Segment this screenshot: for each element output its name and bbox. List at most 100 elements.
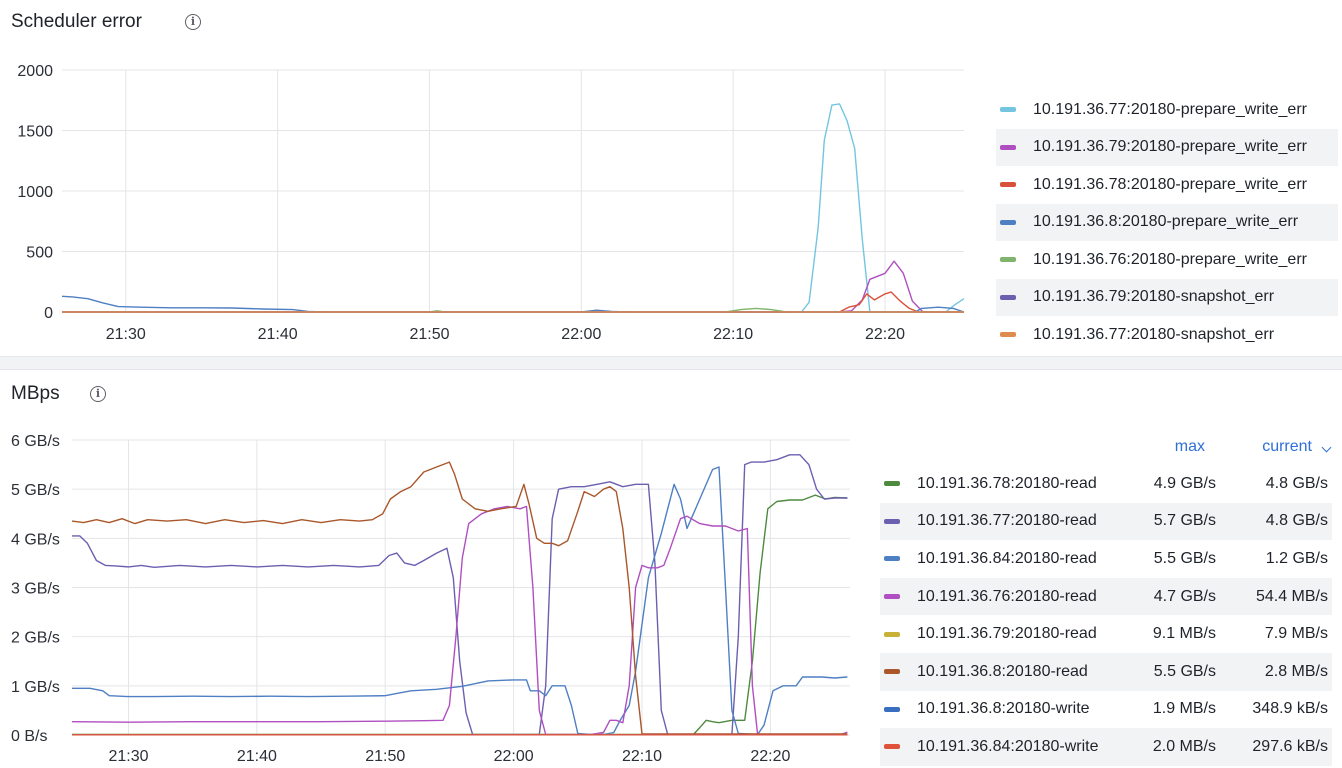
legend-item[interactable]: 10.191.36.76:20180-prepare_write_err bbox=[996, 241, 1338, 279]
legend-label: 10.191.36.8:20180-write bbox=[917, 700, 1090, 718]
legend-label: 10.191.36.8:20180-read bbox=[917, 662, 1088, 680]
legend-item[interactable]: 10.191.36.8:20180-write 1.9 MB/s 348.9 kB/… bbox=[880, 691, 1332, 729]
series-line-0[interactable] bbox=[72, 494, 848, 736]
series-line-1[interactable] bbox=[72, 454, 848, 736]
legend-item[interactable]: 10.191.36.79:20180-snapshot_err bbox=[996, 278, 1338, 316]
x-tick-label: 22:20 bbox=[865, 326, 905, 343]
series-line-3[interactable] bbox=[71, 505, 848, 736]
y-tick-label: 3 GB/s bbox=[11, 581, 60, 598]
legend-label: 10.191.36.76:20180-read bbox=[917, 587, 1097, 605]
legend-label: 10.191.36.8:20180-prepare_write_err bbox=[1033, 213, 1299, 231]
y-tick-label: 2 GB/s bbox=[11, 630, 60, 647]
legend-item[interactable]: 10.191.36.78:20180-prepare_write_err bbox=[996, 166, 1338, 204]
series-line-0[interactable] bbox=[62, 103, 965, 313]
y-tick-label: 500 bbox=[26, 245, 53, 262]
x-tick-label: 21:40 bbox=[258, 326, 298, 343]
legend-max-value: 4.9 GB/s bbox=[1153, 474, 1216, 492]
legend-label: 10.191.36.76:20180-prepare_write_err bbox=[1033, 250, 1307, 268]
legend-item[interactable]: 10.191.36.84:20180-read 5.5 GB/s 1.2 GB/s bbox=[880, 540, 1332, 578]
y-tick-label: 5 GB/s bbox=[11, 482, 60, 499]
x-tick-label: 22:10 bbox=[622, 748, 662, 765]
info-icon[interactable]: i bbox=[185, 14, 201, 30]
legend-current-value: 348.9 kB/s bbox=[1252, 700, 1328, 718]
legend-current-value: 4.8 GB/s bbox=[1265, 474, 1328, 492]
legend-swatch bbox=[884, 669, 900, 675]
legend-label: 10.191.36.78:20180-read bbox=[917, 474, 1097, 492]
series-line-2[interactable] bbox=[62, 291, 964, 313]
legend-swatch bbox=[1000, 294, 1016, 300]
legend-item[interactable]: 10.191.36.76:20180-read 4.7 GB/s 54.4 MB/s bbox=[880, 577, 1332, 616]
legend-swatch bbox=[1000, 107, 1016, 113]
legend-item[interactable]: 10.191.36.77:20180-prepare_write_err bbox=[996, 91, 1338, 129]
y-tick-label: 1000 bbox=[17, 184, 53, 201]
scheduler-error-legend: 10.191.36.77:20180-prepare_write_err 10.1… bbox=[996, 91, 1338, 354]
legend-max-value: 4.7 GB/s bbox=[1153, 587, 1216, 605]
legend-label: 10.191.36.77:20180-prepare_write_err bbox=[1033, 100, 1307, 118]
legend-current-value: 297.6 kB/s bbox=[1252, 737, 1328, 755]
legend-label: 10.191.36.78:20180-prepare_write_err bbox=[1033, 175, 1307, 193]
mbps-chart: 6 GB/s 5 GB/s 4 GB/s 3 GB/s 2 GB/s 1 GB/s 0 B/… bbox=[11, 433, 850, 765]
legend-item[interactable]: 10.191.36.8:20180-read 5.5 GB/s 2.8 MB/s bbox=[880, 652, 1332, 691]
y-tick-label: 1500 bbox=[17, 124, 53, 141]
x-tick-label: 21:40 bbox=[237, 748, 277, 765]
legend-header: max current bbox=[880, 431, 1332, 465]
legend-label: 10.191.36.79:20180-snapshot_err bbox=[1033, 288, 1275, 306]
x-tick-label: 21:50 bbox=[409, 326, 449, 343]
series-line-2[interactable] bbox=[72, 466, 848, 736]
legend-max-value: 5.5 GB/s bbox=[1153, 549, 1216, 567]
legend-swatch bbox=[884, 706, 900, 712]
legend-swatch bbox=[884, 518, 900, 524]
panel-divider bbox=[0, 356, 1342, 370]
panel-title: Scheduler error bbox=[11, 11, 142, 32]
legend-swatch bbox=[884, 556, 900, 562]
legend-swatch bbox=[884, 744, 900, 750]
legend-current-value: 7.9 MB/s bbox=[1264, 625, 1328, 643]
x-tick-label: 22:10 bbox=[713, 326, 753, 343]
legend-max-value: 5.5 GB/s bbox=[1153, 662, 1216, 680]
current-column-header[interactable]: current bbox=[1262, 438, 1312, 455]
scheduler-error-panel: Scheduler error i 2000 1500 1000 500 0 21:30 2… bbox=[0, 0, 1342, 356]
legend-item[interactable]: 10.191.36.79:20180-read 9.1 MB/s 7.9 MB/s bbox=[880, 615, 1332, 653]
x-tick-label: 22:20 bbox=[750, 748, 790, 765]
y-tick-label: 1 GB/s bbox=[11, 679, 60, 696]
series-line-1[interactable] bbox=[62, 260, 964, 313]
y-tick-label: 0 B/s bbox=[11, 728, 47, 745]
x-tick-label: 21:30 bbox=[106, 326, 146, 343]
legend-label: 10.191.36.79:20180-read bbox=[917, 625, 1097, 643]
series-line-5[interactable] bbox=[71, 461, 848, 735]
legend-swatch bbox=[1000, 144, 1016, 150]
legend-max-value: 5.7 GB/s bbox=[1153, 512, 1216, 530]
legend-current-value: 54.4 MB/s bbox=[1255, 587, 1328, 605]
legend-item[interactable]: 10.191.36.77:20180-read 5.7 GB/s 4.8 GB/s bbox=[880, 502, 1332, 541]
y-tick-label: 6 GB/s bbox=[11, 433, 60, 450]
series-line-3[interactable] bbox=[61, 295, 965, 313]
mbps-legend: max current 10.191.36.78:20180-read 4.9 G… bbox=[880, 431, 1332, 766]
legend-swatch bbox=[1000, 332, 1016, 338]
legend-label: 10.191.36.79:20180-prepare_write_err bbox=[1033, 138, 1307, 156]
legend-current-value: 1.2 GB/s bbox=[1265, 549, 1328, 567]
y-tick-label: 2000 bbox=[17, 63, 53, 80]
max-column-header[interactable]: max bbox=[1174, 438, 1205, 455]
legend-item[interactable]: 10.191.36.84:20180-write 2.0 MB/s 297.6 kB… bbox=[880, 728, 1332, 766]
x-tick-label: 22:00 bbox=[494, 748, 534, 765]
legend-item[interactable]: 10.191.36.78:20180-read 4.9 GB/s 4.8 GB/s bbox=[880, 465, 1332, 503]
legend-swatch bbox=[1000, 219, 1016, 225]
legend-max-value: 9.1 MB/s bbox=[1152, 625, 1216, 643]
y-tick-label: 0 bbox=[44, 305, 53, 322]
y-tick-label: 4 GB/s bbox=[11, 531, 60, 548]
legend-label: 10.191.36.84:20180-write bbox=[917, 737, 1099, 755]
legend-item[interactable]: 10.191.36.79:20180-prepare_write_err bbox=[996, 128, 1338, 166]
info-icon[interactable]: i bbox=[90, 386, 106, 402]
legend-item[interactable]: 10.191.36.8:20180-prepare_write_err bbox=[996, 203, 1338, 241]
x-tick-label: 21:50 bbox=[365, 748, 405, 765]
legend-max-value: 2.0 MB/s bbox=[1152, 737, 1216, 755]
legend-swatch bbox=[884, 594, 900, 600]
legend-current-value: 2.8 MB/s bbox=[1264, 662, 1328, 680]
legend-max-value: 1.9 MB/s bbox=[1152, 700, 1216, 718]
legend-label: 10.191.36.77:20180-read bbox=[917, 512, 1097, 530]
legend-label: 10.191.36.84:20180-read bbox=[917, 549, 1097, 567]
scheduler-error-chart: 2000 1500 1000 500 0 21:30 21:40 21:50 22:00 22:1… bbox=[17, 63, 965, 343]
legend-item[interactable]: 10.191.36.77:20180-snapshot_err bbox=[996, 316, 1338, 354]
legend-swatch bbox=[884, 481, 900, 487]
legend-swatch bbox=[1000, 257, 1016, 263]
